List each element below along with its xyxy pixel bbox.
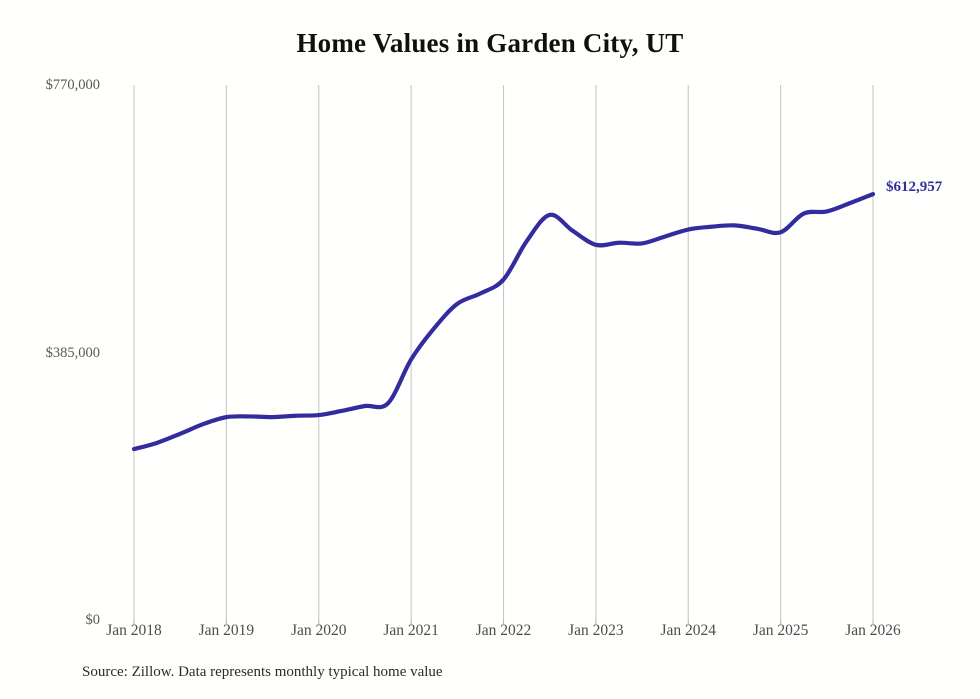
x-axis-tick-label: Jan 2018 [106,622,162,639]
x-axis-tick-label: Jan 2026 [845,622,901,639]
x-tick-mark-group [133,620,874,624]
source-note: Source: Zillow. Data represents monthly … [82,664,443,680]
y-axis-tick-mid: $385,000 [45,345,100,361]
x-axis-tick-label: Jan 2019 [198,622,255,639]
x-axis-tick-label: Jan 2021 [383,622,439,639]
x-axis-tick-label: Jan 2023 [568,622,624,639]
gridline-group [133,85,874,620]
y-axis-tick-top: $770,000 [45,77,100,93]
chart-title: Home Values in Garden City, UT [296,28,684,58]
x-axis-tick-label: Jan 2022 [475,622,532,639]
x-axis-tick-label: Jan 2025 [752,622,809,639]
x-axis-tick-label: Jan 2020 [290,622,347,639]
value-line-series [131,192,876,452]
x-axis-tick-label: Jan 2024 [660,622,717,639]
end-value-annotation: $612,957 [886,179,943,196]
y-axis-tick-bottom: $0 [85,612,101,628]
